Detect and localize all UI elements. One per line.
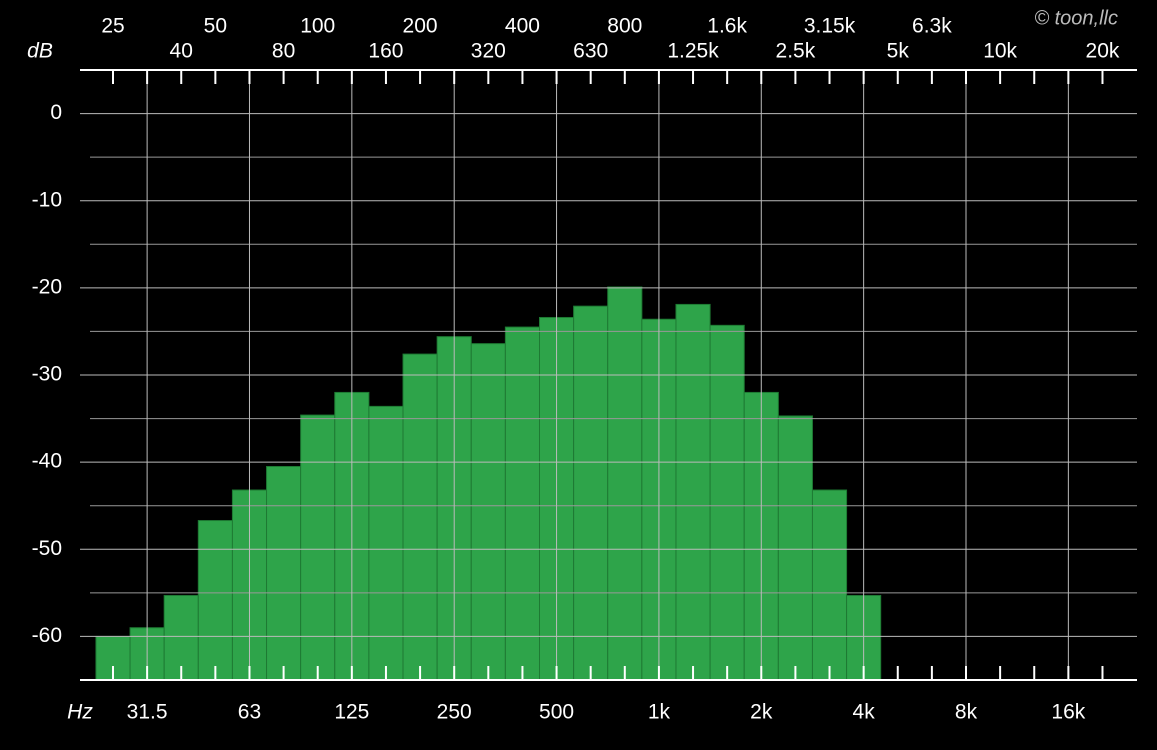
x-tick-label: 63 xyxy=(238,701,261,724)
x-tick-label: 1k xyxy=(648,701,671,724)
x-tick-label: 16k xyxy=(1051,701,1085,724)
bar xyxy=(300,414,336,681)
x-tick-label: 10k xyxy=(983,40,1017,63)
x-tick-label: 3.15k xyxy=(804,15,856,38)
bar xyxy=(402,353,438,681)
x-axis-label: Hz xyxy=(67,701,93,724)
y-tick-label: -50 xyxy=(32,537,62,560)
x-tick-label: 50 xyxy=(204,15,227,38)
y-tick-label: -60 xyxy=(32,624,62,647)
x-tick-label: 630 xyxy=(573,40,608,63)
x-tick-label: 31.5 xyxy=(127,701,168,724)
x-tick-label: 320 xyxy=(471,40,506,63)
x-tick-label: 2.5k xyxy=(776,40,816,63)
x-tick-label: 80 xyxy=(272,40,295,63)
x-tick-label: 20k xyxy=(1086,40,1120,63)
bar xyxy=(197,520,233,681)
bar xyxy=(470,343,506,681)
bar xyxy=(675,303,711,681)
bar xyxy=(777,415,813,681)
x-tick-label: 125 xyxy=(334,701,369,724)
y-tick-label: 0 xyxy=(50,101,62,124)
x-tick-label: 6.3k xyxy=(912,15,952,38)
x-tick-label: 100 xyxy=(300,15,335,38)
bar xyxy=(607,286,643,681)
bar xyxy=(573,305,609,681)
bar xyxy=(266,466,302,681)
x-tick-label: 4k xyxy=(853,701,876,724)
bar xyxy=(709,324,745,681)
y-tick-label: -10 xyxy=(32,188,62,211)
x-tick-label: 160 xyxy=(368,40,403,63)
y-tick-label: -40 xyxy=(32,450,62,473)
y-tick-label: -30 xyxy=(32,363,62,386)
y-axis-label: dB xyxy=(27,40,53,63)
x-tick-label: 2k xyxy=(750,701,773,724)
y-tick-label: -20 xyxy=(32,275,62,298)
x-tick-label: 800 xyxy=(607,15,642,38)
bar xyxy=(368,405,404,681)
x-tick-label: 1.25k xyxy=(667,40,719,63)
x-tick-label: 250 xyxy=(437,701,472,724)
bar xyxy=(163,594,199,681)
x-tick-label: 500 xyxy=(539,701,574,724)
x-tick-label: 200 xyxy=(403,15,438,38)
watermark: © toon,llc xyxy=(1034,7,1118,29)
bar xyxy=(811,489,848,681)
x-tick-label: 25 xyxy=(101,15,124,38)
x-tick-label: 400 xyxy=(505,15,540,38)
bar xyxy=(504,326,541,681)
x-tick-label: 40 xyxy=(170,40,193,63)
x-tick-label: 5k xyxy=(887,40,910,63)
x-tick-label: 1.6k xyxy=(707,15,747,38)
x-tick-label: 8k xyxy=(955,701,978,724)
